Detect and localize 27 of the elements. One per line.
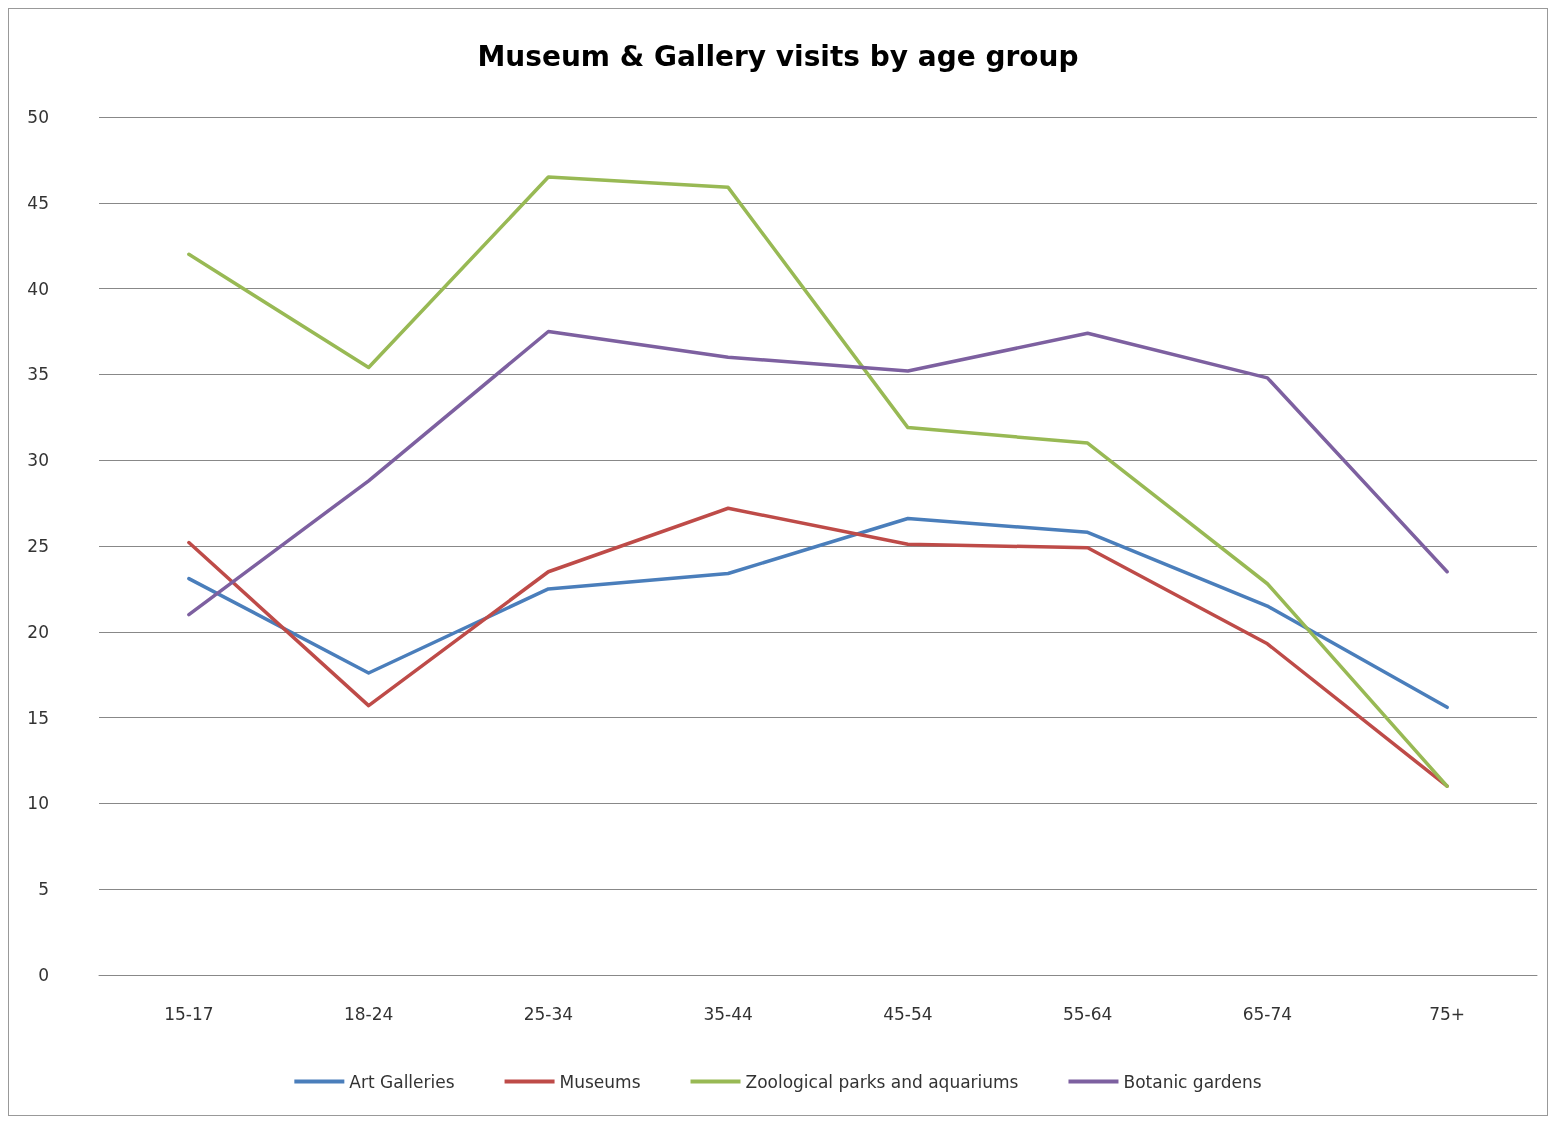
y-tick-label: 45: [27, 192, 49, 213]
x-tick-label: 65-74: [1242, 1003, 1293, 1024]
x-tick-label: 55-64: [1062, 1003, 1113, 1024]
y-tick-label: 35: [27, 364, 49, 385]
line-series: [187, 516, 1449, 710]
legend-label: Art Galleries: [349, 1071, 455, 1092]
legend-label: Zoological parks and aquariums: [745, 1071, 1019, 1092]
chart-title: Museum & Gallery visits by age group: [477, 39, 1079, 73]
y-tick-label: 10: [27, 793, 49, 814]
line-series: [187, 175, 1449, 788]
x-tick-label: 25-34: [523, 1003, 574, 1024]
y-tick-label: 50: [27, 107, 49, 127]
x-tick-label: 75+: [1429, 1003, 1466, 1024]
x-tick-label: 15-17: [164, 1003, 214, 1024]
y-tick-label: 0: [38, 965, 49, 985]
y-tick-label: 20: [27, 621, 49, 642]
legend-label: Botanic gardens: [1123, 1071, 1262, 1092]
y-tick-label: 25: [27, 536, 49, 556]
x-tick-label: 35-44: [703, 1003, 753, 1024]
x-tick-label: 18-24: [343, 1003, 394, 1024]
y-tick-label: 30: [27, 450, 49, 471]
line-series: [187, 329, 1449, 617]
legend-label: Museums: [559, 1071, 641, 1092]
y-tick-label: 15: [27, 707, 49, 728]
y-tick-label: 5: [38, 879, 49, 900]
x-tick-label: 45-54: [883, 1003, 933, 1024]
y-tick-label: 40: [27, 278, 49, 299]
